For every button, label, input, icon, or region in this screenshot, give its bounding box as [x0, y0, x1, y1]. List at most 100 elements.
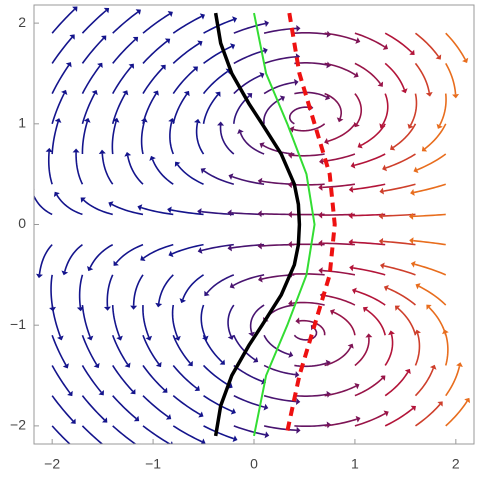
streamline	[398, 308, 416, 335]
streamline	[415, 404, 440, 426]
streamline	[415, 33, 438, 56]
stream-arrow	[105, 445, 110, 450]
streamline	[173, 69, 195, 93]
stream-arrow	[365, 333, 372, 337]
streamline	[134, 275, 143, 306]
streamline	[143, 396, 168, 417]
streamline	[294, 328, 316, 340]
x-tick-label: 2	[452, 456, 460, 472]
streamline	[264, 57, 296, 64]
streamline	[292, 303, 325, 306]
curve	[286, 13, 334, 436]
streamline	[172, 245, 203, 254]
streamline	[294, 92, 326, 97]
streamline	[334, 312, 355, 335]
streamline	[417, 154, 446, 170]
streamline	[65, 245, 83, 272]
streamline	[221, 125, 234, 154]
streamline	[325, 33, 357, 40]
stream-arrow	[409, 237, 413, 244]
streamline	[153, 160, 174, 185]
streamline	[113, 396, 136, 419]
streamline	[419, 286, 446, 305]
streamline	[57, 195, 83, 214]
streamline	[173, 396, 200, 415]
streamline	[445, 333, 447, 365]
streamline	[204, 72, 228, 94]
streamline	[39, 245, 52, 275]
streamline	[143, 14, 170, 33]
streamline	[446, 366, 460, 395]
streamline	[143, 94, 156, 124]
stream-arrow	[73, 446, 78, 451]
streamline	[113, 67, 132, 94]
streamline	[325, 419, 357, 426]
stream-arrow	[294, 79, 298, 86]
stream-arrow	[426, 92, 433, 97]
streamline	[355, 378, 383, 395]
streamline	[383, 241, 416, 244]
streamline	[82, 396, 104, 420]
streamline	[386, 154, 416, 168]
streamline	[385, 372, 408, 395]
x-tick-label: 0	[250, 456, 258, 472]
streamline	[113, 426, 139, 446]
stream-arrow	[296, 25, 300, 32]
streamline	[82, 11, 106, 34]
stream-arrow	[99, 150, 106, 154]
streamline	[440, 94, 446, 126]
y-tick-label: 2	[18, 14, 26, 30]
stream-arrow	[349, 186, 353, 193]
stream-arrow	[295, 317, 299, 324]
streamline	[90, 245, 113, 268]
streamline	[294, 425, 327, 426]
y-tick-label: −1	[10, 316, 26, 332]
streamline	[429, 307, 446, 335]
streamline	[197, 123, 204, 154]
streamline	[322, 271, 355, 275]
stream-arrow	[73, 148, 80, 152]
streamline	[113, 94, 126, 124]
streamline	[323, 154, 355, 161]
stream-arrow	[379, 213, 383, 220]
stream-arrow	[318, 212, 322, 219]
streamline	[415, 264, 446, 275]
stream-arrow	[194, 119, 201, 124]
x-tick-label: 1	[351, 456, 359, 472]
streamline	[385, 334, 392, 365]
streamline	[356, 291, 385, 305]
streamline	[173, 305, 178, 337]
streamline	[382, 94, 387, 125]
streamline	[414, 184, 446, 192]
streamline	[353, 268, 385, 275]
streamline	[292, 274, 325, 275]
streamline	[355, 94, 361, 124]
stream-field	[28, 7, 470, 452]
streamline	[388, 288, 416, 305]
streamline	[415, 368, 433, 395]
streamline	[82, 122, 87, 154]
streamline	[325, 63, 356, 74]
stream-arrow	[217, 121, 224, 125]
y-tick-label: −2	[10, 417, 26, 433]
stream-arrow	[49, 307, 56, 311]
streamline	[355, 337, 369, 365]
streamline	[52, 9, 74, 33]
streamline	[144, 245, 174, 258]
streamline	[143, 335, 159, 364]
stream-arrow	[319, 158, 323, 165]
streamline	[173, 43, 199, 63]
streamline	[116, 245, 143, 263]
streamline	[322, 184, 355, 187]
streamline	[112, 204, 143, 214]
stream-arrow	[288, 181, 292, 188]
streamline	[354, 154, 385, 165]
stream-arrow	[36, 274, 43, 278]
streamline	[173, 365, 196, 388]
stream-arrow	[452, 94, 459, 98]
streamline	[353, 184, 385, 189]
streamline	[201, 305, 205, 337]
streamline	[173, 94, 186, 124]
streamline	[446, 63, 456, 94]
streamline	[82, 66, 99, 94]
